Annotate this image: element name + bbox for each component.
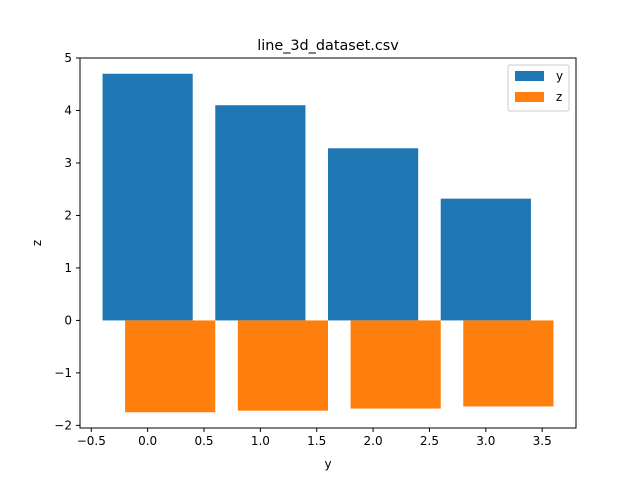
bar-z-0 (125, 320, 216, 413)
bars-layer (102, 73, 554, 413)
y-tick-label: 4 (64, 103, 72, 117)
x-tick-label: 1.0 (251, 434, 270, 448)
legend-swatch-z (515, 92, 544, 102)
y-tick-label: 1 (64, 261, 72, 275)
x-tick-label: 3.5 (533, 434, 552, 448)
y-tick-label: 5 (64, 51, 72, 65)
bar-z-1 (237, 320, 328, 411)
bar-z-2 (350, 320, 441, 409)
x-tick-label: 1.5 (307, 434, 326, 448)
x-tick-label: −0.5 (77, 434, 106, 448)
x-tick-label: 2.0 (364, 434, 383, 448)
y-tick-label: −2 (54, 418, 72, 432)
bar-y-1 (215, 105, 306, 321)
x-tick-label: 0.5 (194, 434, 213, 448)
y-tick-label: 3 (64, 156, 72, 170)
plot-area-frame (79, 57, 577, 429)
legend-label-y: y (556, 69, 563, 83)
chart-title: line_3d_dataset.csv (257, 38, 399, 54)
legend-swatch-y (515, 71, 544, 81)
bar-y-3 (440, 198, 531, 321)
y-tick-label: −1 (54, 366, 72, 380)
bar-y-2 (328, 148, 419, 321)
x-tick-label: 3.0 (476, 434, 495, 448)
x-axis-label: y (324, 457, 331, 471)
y-axis-label: z (30, 240, 44, 246)
x-tick-label: 2.5 (420, 434, 439, 448)
legend: y z (507, 64, 570, 112)
legend-label-z: z (556, 90, 562, 104)
y-tick-label: 2 (64, 208, 72, 222)
x-tick-label: 0.0 (138, 434, 157, 448)
bar-z-3 (463, 320, 554, 407)
y-tick-label: 0 (64, 313, 72, 327)
bar-y-0 (102, 73, 193, 321)
x-axis-ticks: −0.5 0.0 0.5 1.0 1.5 2.0 2.5 3.0 3.5 (77, 428, 552, 448)
y-axis-ticks: −2 −1 0 1 2 3 4 5 (54, 51, 80, 432)
